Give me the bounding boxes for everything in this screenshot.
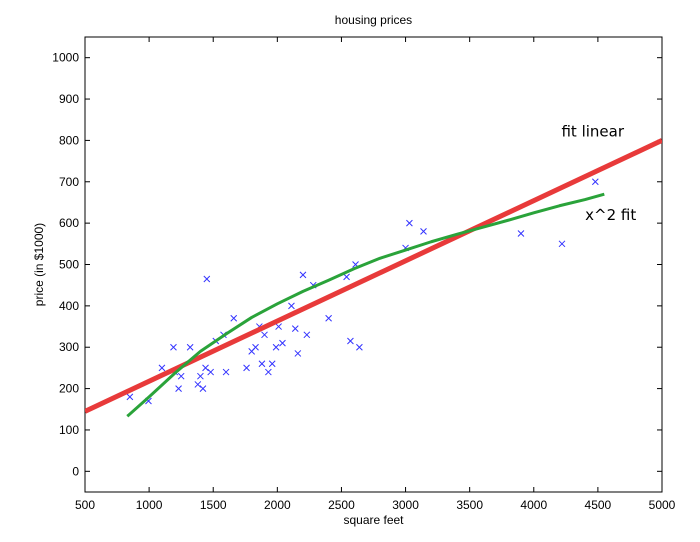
y-tick-label: 200 — [59, 382, 79, 396]
data-point — [406, 219, 413, 227]
x-tick-label: 3000 — [392, 498, 419, 512]
x-tick-label: 500 — [75, 498, 95, 512]
x-tick-label: 4500 — [585, 498, 612, 512]
x-tick-label: 5000 — [649, 498, 676, 512]
y-axis-ticks: 0 100 200 300 400 500 600 700 800 900 1000 — [52, 51, 662, 478]
data-point — [252, 343, 259, 351]
data-point — [591, 178, 599, 186]
data-point — [175, 385, 182, 392]
data-point — [261, 331, 268, 339]
plot-area — [84, 36, 663, 493]
data-point — [299, 271, 307, 279]
x-axis-label: square feet — [343, 513, 404, 527]
chart-title: housing prices — [335, 13, 412, 27]
annotation-label: fit linear — [561, 122, 624, 140]
data-point — [294, 350, 302, 357]
data-point — [197, 372, 204, 380]
y-tick-label: 0 — [72, 464, 79, 478]
annotation-label: x^2 fit — [585, 206, 636, 224]
plot-series — [85, 138, 662, 418]
data-point — [272, 343, 280, 351]
data-point — [291, 325, 299, 332]
x-tick-label: 1000 — [136, 498, 163, 512]
x-tick-label: 1500 — [200, 498, 227, 512]
x-tick-label: 3500 — [456, 498, 483, 512]
data-point — [203, 275, 211, 283]
data-point — [202, 364, 209, 372]
y-tick-label: 100 — [59, 423, 79, 437]
data-point — [170, 343, 177, 351]
annotations: fit linear x^2 fit — [561, 122, 636, 224]
data-point — [420, 228, 427, 235]
data-point — [517, 230, 525, 237]
x-tick-label: 2500 — [328, 498, 355, 512]
y-tick-label: 600 — [59, 216, 79, 230]
y-tick-label: 400 — [59, 299, 79, 313]
scatter-series — [126, 178, 599, 405]
data-point — [288, 302, 295, 310]
data-point — [258, 360, 266, 368]
data-point — [343, 273, 350, 281]
data-point — [126, 393, 134, 401]
data-point — [558, 240, 566, 248]
data-point — [243, 364, 250, 372]
data-point — [268, 360, 276, 368]
data-point — [177, 372, 185, 380]
data-point — [207, 368, 215, 376]
y-axis-label: price (in $1000) — [32, 223, 46, 306]
data-point — [279, 339, 286, 347]
x-tick-label: 4000 — [520, 498, 547, 512]
data-point — [325, 314, 332, 322]
data-point — [347, 337, 354, 345]
y-tick-label: 300 — [59, 340, 79, 354]
data-point — [222, 368, 230, 376]
data-point — [199, 385, 207, 392]
x-axis-ticks: 500 1000 1500 2000 2500 3000 3500 4000 4500 5000 — [75, 37, 676, 512]
y-tick-label: 700 — [59, 175, 79, 189]
data-point — [230, 314, 238, 322]
quadratic-fit-line — [126, 192, 605, 418]
x-tick-label: 2000 — [264, 498, 291, 512]
data-point — [275, 323, 282, 330]
y-tick-label: 1000 — [52, 51, 79, 65]
y-tick-label: 500 — [59, 258, 79, 272]
y-tick-label: 900 — [59, 92, 79, 106]
data-point — [186, 343, 194, 351]
data-point — [356, 343, 363, 351]
data-point — [194, 381, 202, 388]
data-point — [265, 368, 272, 376]
data-point — [303, 331, 311, 339]
data-point — [158, 364, 166, 372]
y-tick-label: 800 — [59, 133, 79, 147]
